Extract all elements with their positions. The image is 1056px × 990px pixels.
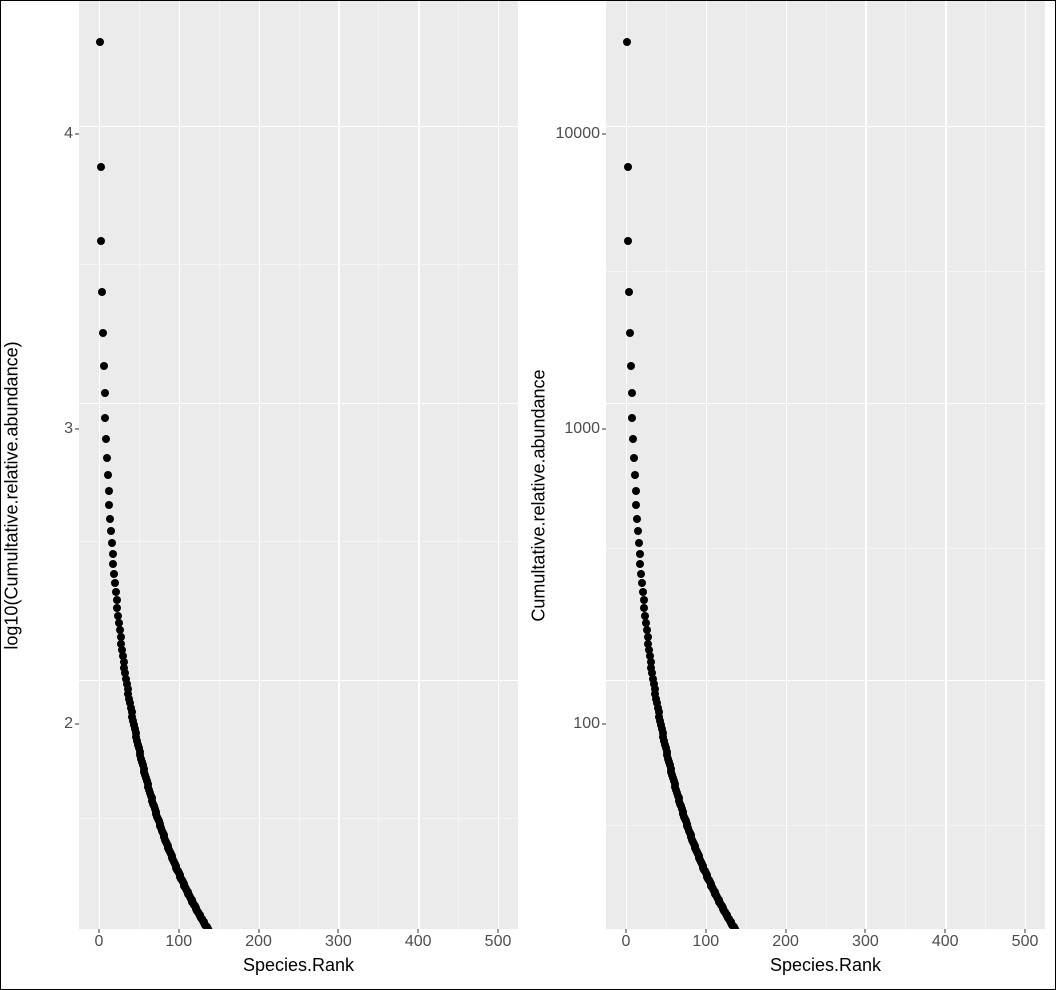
x-tick-label: 300 <box>325 933 352 951</box>
data-point <box>96 38 104 46</box>
data-point <box>100 362 108 370</box>
right-plot-col: 0 100 200 300 400 500 Species.Rank <box>606 1 1055 989</box>
right-plot-area <box>606 1 1045 929</box>
data-point <box>98 288 106 296</box>
y-tick-label: 1000 <box>564 420 600 438</box>
right-x-axis-title-text: Species.Rank <box>770 955 881 975</box>
x-tick-mark <box>418 929 419 933</box>
x-tick-label: 0 <box>622 933 631 951</box>
y-tick-label: 10000 <box>556 125 601 143</box>
data-point <box>108 539 116 547</box>
x-tick-label: 500 <box>485 933 512 951</box>
left-y-axis-title: log10(Cumultative.relative.abundance) <box>1 1 23 989</box>
y-tick-label: 3 <box>64 420 73 438</box>
data-point <box>105 501 113 509</box>
x-tick-mark <box>98 929 99 933</box>
x-tick-mark <box>705 929 706 933</box>
x-tick-mark <box>1025 929 1026 933</box>
y-tick-label: 2 <box>64 715 73 733</box>
x-tick-mark <box>258 929 259 933</box>
data-point <box>97 237 105 245</box>
x-tick-mark <box>338 929 339 933</box>
data-point <box>624 237 632 245</box>
right-y-ticks: 100 1000 10000 <box>550 1 606 989</box>
data-point <box>626 329 634 337</box>
left-x-ticks: 0 100 200 300 400 500 <box>79 929 518 955</box>
x-tick-mark <box>865 929 866 933</box>
data-point <box>634 527 642 535</box>
left-plot-area <box>79 1 518 929</box>
data-point <box>624 163 632 171</box>
data-point <box>111 579 119 587</box>
data-point <box>637 570 645 578</box>
data-point <box>102 435 110 443</box>
data-point <box>628 389 636 397</box>
x-tick-label: 400 <box>405 933 432 951</box>
x-tick-label: 0 <box>95 933 104 951</box>
data-point <box>636 560 644 568</box>
data-point <box>109 560 117 568</box>
data-point <box>632 501 640 509</box>
data-point <box>630 454 638 462</box>
left-x-axis-title-text: Species.Rank <box>243 955 354 975</box>
data-point <box>631 471 639 479</box>
data-point <box>640 596 648 604</box>
left-plot-with-ticks: 2 3 4 0 100 200 300 400 500 Species.Rank <box>23 1 528 989</box>
left-plot-col: 0 100 200 300 400 500 Species.Rank <box>79 1 528 989</box>
data-point <box>97 163 105 171</box>
data-point <box>110 570 118 578</box>
left-y-ticks: 2 3 4 <box>23 1 79 989</box>
data-point <box>105 487 113 495</box>
data-point <box>627 362 635 370</box>
right-x-axis-title: Species.Rank <box>606 955 1045 989</box>
y-tick-label: 4 <box>64 125 73 143</box>
data-point <box>633 515 641 523</box>
x-tick-mark <box>625 929 626 933</box>
right-y-axis-title-text: Cumultative.relative.abundance <box>529 369 550 621</box>
data-point <box>112 588 120 596</box>
data-point <box>101 414 109 422</box>
data-point <box>636 550 644 558</box>
left-x-axis-title: Species.Rank <box>79 955 518 989</box>
x-tick-mark <box>785 929 786 933</box>
data-point <box>101 389 109 397</box>
right-plot-outer: Cumultative.relative.abundance 100100010… <box>528 1 1055 989</box>
data-point <box>107 527 115 535</box>
x-tick-label: 200 <box>772 933 799 951</box>
data-point <box>113 596 121 604</box>
data-point <box>623 38 631 46</box>
right-panel: Cumultative.relative.abundance 100100010… <box>528 1 1055 989</box>
left-panel: log10(Cumultative.relative.abundance) 2 3… <box>1 1 528 989</box>
left-plot-outer: log10(Cumultative.relative.abundance) 2 3… <box>1 1 528 989</box>
data-point <box>104 471 112 479</box>
x-tick-label: 500 <box>1012 933 1039 951</box>
data-point <box>632 487 640 495</box>
x-tick-label: 100 <box>692 933 719 951</box>
x-tick-mark <box>178 929 179 933</box>
left-y-axis-title-text: log10(Cumultative.relative.abundance) <box>2 341 23 649</box>
left-point-layer <box>79 1 518 929</box>
x-tick-mark <box>498 929 499 933</box>
data-point <box>629 435 637 443</box>
data-point <box>106 515 114 523</box>
right-plot-with-ticks: 100 1000 10000 0 100 200 300 400 500 Species.Ra… <box>550 1 1055 989</box>
x-tick-label: 300 <box>852 933 879 951</box>
x-tick-label: 200 <box>245 933 272 951</box>
right-point-layer <box>606 1 1045 929</box>
data-point <box>103 454 111 462</box>
right-y-axis-title: Cumultative.relative.abundance <box>528 1 550 989</box>
data-point <box>635 539 643 547</box>
x-tick-label: 100 <box>165 933 192 951</box>
x-tick-label: 400 <box>932 933 959 951</box>
data-point <box>99 329 107 337</box>
data-point <box>109 550 117 558</box>
data-point <box>639 588 647 596</box>
data-point <box>638 579 646 587</box>
x-tick-mark <box>945 929 946 933</box>
figure: log10(Cumultative.relative.abundance) 2 3… <box>0 0 1056 990</box>
data-point <box>625 288 633 296</box>
y-tick-label: 100 <box>573 715 600 733</box>
right-x-ticks: 0 100 200 300 400 500 <box>606 929 1045 955</box>
data-point <box>628 414 636 422</box>
